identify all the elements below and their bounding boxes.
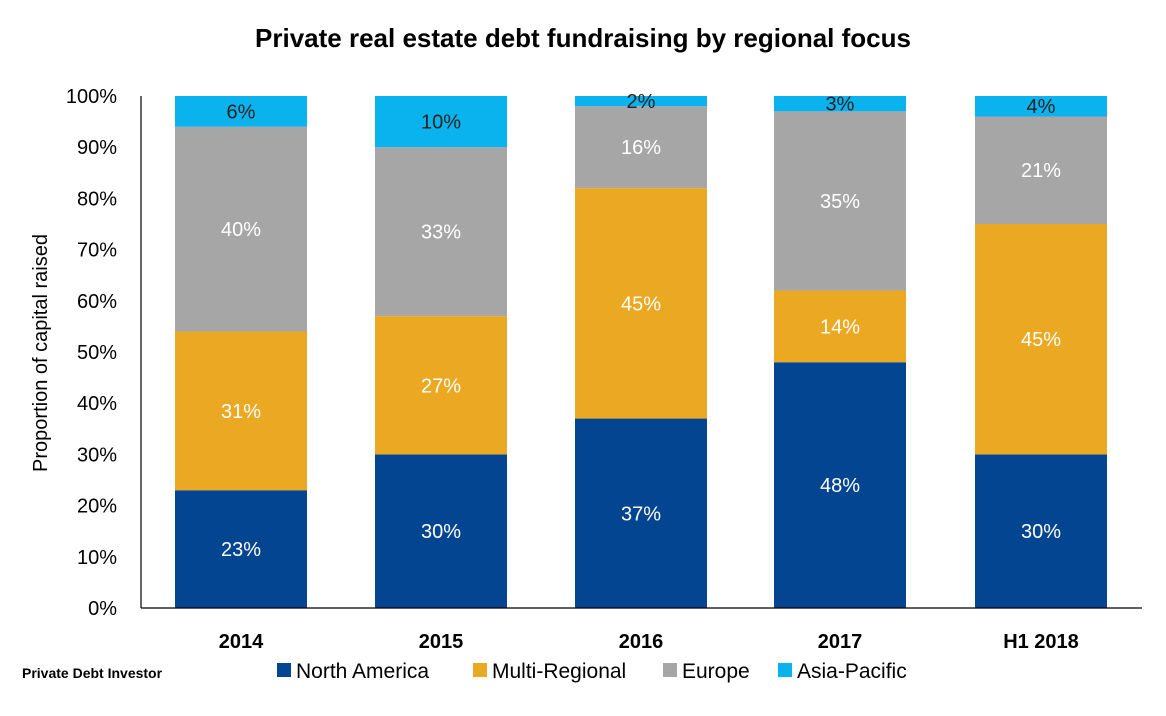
bar-segment bbox=[575, 96, 707, 107]
y-tick-label: 80% bbox=[77, 188, 117, 210]
bar-segment bbox=[175, 331, 307, 491]
legend-label: North America bbox=[296, 660, 429, 683]
x-tick-label: 2014 bbox=[219, 631, 264, 653]
y-tick-label: 100% bbox=[66, 86, 117, 108]
y-tick-label: 90% bbox=[77, 137, 117, 159]
bar-segment bbox=[375, 454, 507, 608]
bar-segment bbox=[575, 188, 707, 419]
x-tick-label: 2016 bbox=[619, 631, 664, 653]
bar-segment bbox=[975, 454, 1107, 608]
bar-segment bbox=[975, 224, 1107, 455]
data-label: 21% bbox=[1021, 160, 1061, 182]
y-axis-ticks: 0% 10% 20% 30% 40% 50% 60% 70% 80% 90% 100% bbox=[66, 86, 117, 620]
y-tick-label: 20% bbox=[77, 496, 117, 518]
source-label: Private Debt Investor bbox=[22, 665, 163, 681]
data-label: 3% bbox=[826, 94, 855, 116]
legend-label: Europe bbox=[682, 660, 750, 683]
data-label: 23% bbox=[221, 539, 261, 561]
data-label: 48% bbox=[820, 475, 860, 497]
data-label: 37% bbox=[621, 503, 661, 525]
x-axis-categories: 2014 2015 2016 2017 H1 2018 bbox=[219, 631, 1079, 653]
legend-swatch bbox=[663, 663, 677, 677]
bar-segment bbox=[975, 96, 1107, 117]
legend-swatch bbox=[473, 663, 487, 677]
x-tick-label: 2017 bbox=[818, 631, 863, 653]
bar-segment bbox=[575, 418, 707, 608]
legend-swatch bbox=[277, 663, 291, 677]
data-label: 16% bbox=[621, 137, 661, 159]
y-axis-label: Proportion of capital raised bbox=[30, 234, 52, 472]
x-tick-label: 2015 bbox=[419, 631, 464, 653]
bar-segment bbox=[774, 111, 906, 291]
bar-segment bbox=[375, 147, 507, 317]
bar-segment bbox=[375, 96, 507, 148]
data-label: 6% bbox=[227, 101, 256, 123]
y-tick-label: 40% bbox=[77, 393, 117, 415]
y-tick-label: 0% bbox=[88, 598, 117, 620]
bar-segment bbox=[774, 96, 906, 112]
bar-segment bbox=[175, 96, 307, 127]
data-label: 31% bbox=[221, 401, 261, 423]
y-tick-label: 60% bbox=[77, 291, 117, 313]
y-tick-label: 10% bbox=[77, 547, 117, 569]
bar-segment bbox=[375, 316, 507, 455]
bar-segment bbox=[175, 490, 307, 608]
data-label: 30% bbox=[1021, 521, 1061, 543]
data-label: 33% bbox=[421, 222, 461, 244]
data-label: 40% bbox=[221, 219, 261, 241]
legend-label: Multi-Regional bbox=[492, 660, 626, 683]
data-label: 4% bbox=[1027, 96, 1056, 118]
bar-segment bbox=[975, 116, 1107, 224]
axes bbox=[140, 96, 1142, 609]
data-label: 27% bbox=[421, 375, 461, 397]
chart-title: Private real estate debt fundraising by … bbox=[255, 23, 911, 53]
data-label: 14% bbox=[820, 316, 860, 338]
data-label: 30% bbox=[421, 521, 461, 543]
y-tick-label: 50% bbox=[77, 342, 117, 364]
legend-label: Asia-Pacific bbox=[797, 660, 907, 683]
bar-segment bbox=[575, 106, 707, 189]
data-label: 45% bbox=[1021, 329, 1061, 351]
y-tick-label: 30% bbox=[77, 444, 117, 466]
x-tick-label: H1 2018 bbox=[1003, 631, 1079, 653]
bar-segment bbox=[175, 126, 307, 332]
data-label: 2% bbox=[627, 91, 656, 113]
bars: 23% 31% 40% 6% 30% 27% 33% 10% 37% 45% 16% 2% 48% 14%… bbox=[175, 91, 1107, 608]
data-label: 45% bbox=[621, 293, 661, 315]
legend: North America Multi-Regional Europe Asia-Pa… bbox=[277, 660, 907, 683]
bar-segment bbox=[774, 290, 906, 363]
bar-segment bbox=[774, 362, 906, 608]
y-tick-label: 70% bbox=[77, 240, 117, 262]
legend-swatch bbox=[778, 663, 792, 677]
data-label: 35% bbox=[820, 191, 860, 213]
data-label: 10% bbox=[421, 112, 461, 134]
